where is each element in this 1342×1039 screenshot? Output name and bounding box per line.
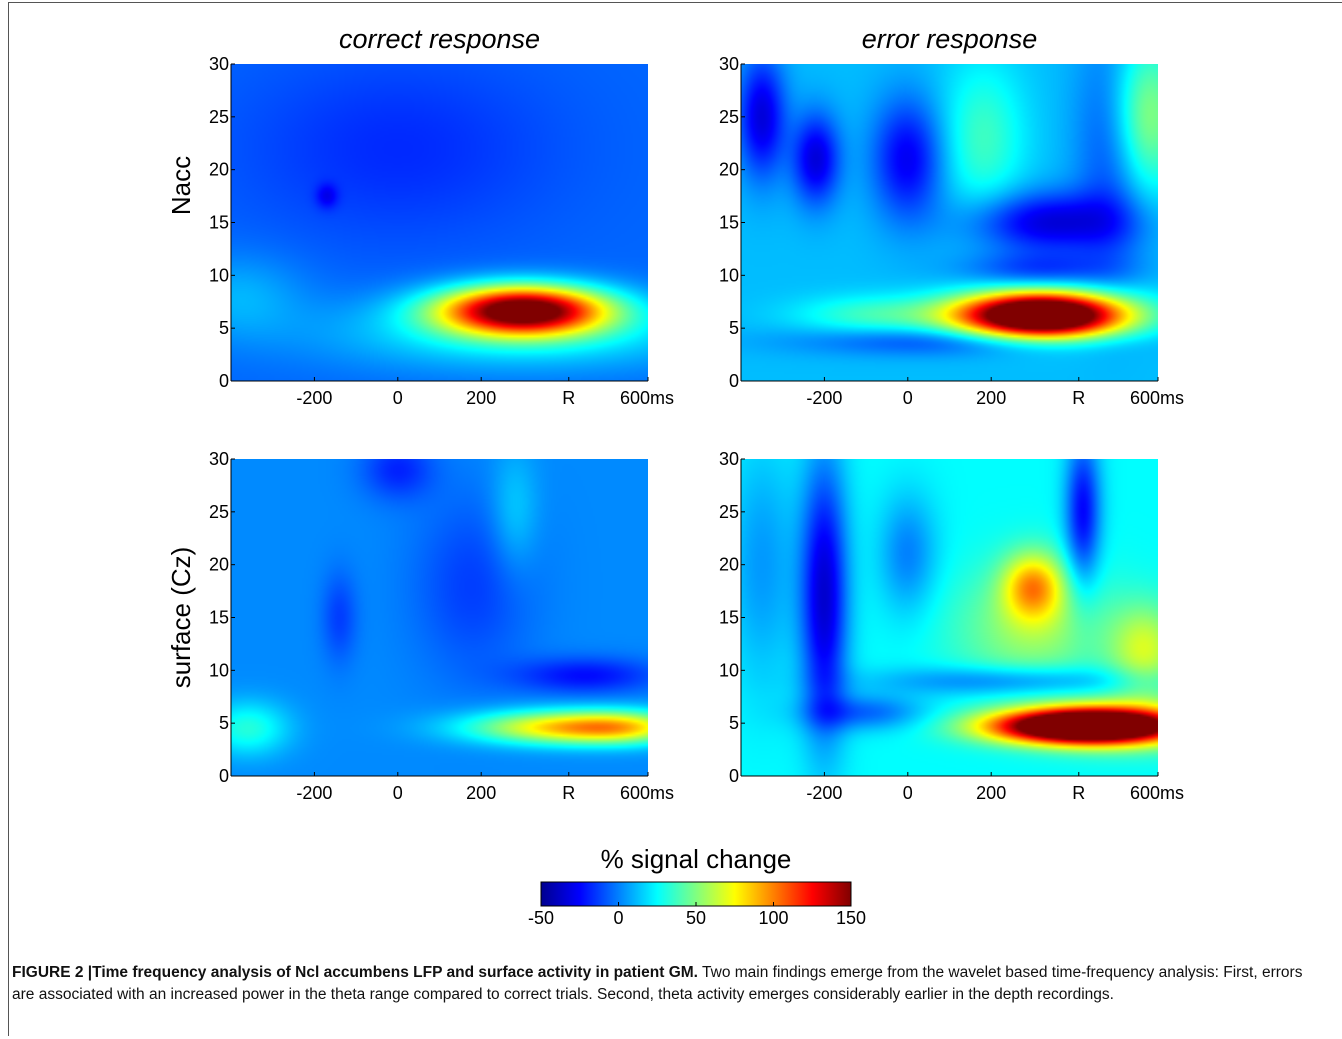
y-tick-label: 15 [209,213,229,233]
x-tick-label: 600ms [620,783,674,803]
caption-body: Two main findings emerge from the wavele… [12,964,1303,1003]
y-tick-label: 5 [219,713,229,733]
x-tick-label: 600ms [1130,783,1184,803]
colorbar-tick-label: 50 [686,908,706,928]
x-tick-label: 600ms [620,388,674,408]
y-tick-label: 0 [729,371,739,391]
caption-label: FIGURE 2 | [12,964,93,981]
y-tick-label: 0 [729,766,739,786]
y-tick-label: 5 [729,318,739,338]
x-tick-label: R [1072,388,1085,408]
y-tick-label: 10 [209,660,229,680]
y-tick-label: 20 [209,555,229,575]
colorbar-tick-label: -50 [528,908,554,928]
x-tick-label: R [562,388,575,408]
heatmap-image [741,64,1158,381]
x-tick-label: 200 [466,783,496,803]
colorbar: % signal change -50 0 50 100 150 [528,844,866,928]
y-tick-label: 25 [209,107,229,127]
y-tick-label: 15 [209,608,229,628]
x-tick-label: 200 [976,783,1006,803]
x-tick-label: -200 [806,783,842,803]
y-tick-label: 30 [719,54,739,74]
y-tick-label: 30 [719,449,739,469]
x-tick-label: -200 [296,388,332,408]
y-tick-label: 30 [209,54,229,74]
row-label: Nacc [166,156,196,215]
y-tick-label: 0 [219,766,229,786]
x-tick-label: -200 [806,388,842,408]
column-title: correct response [339,24,540,54]
y-tick-label: 0 [219,371,229,391]
y-tick-label: 5 [729,713,739,733]
heatmap-panel-0-1: 0 5 10 15 20 25 30 -200 0 200 R 600ms [719,54,1184,408]
y-tick-label: 15 [719,213,739,233]
y-tick-label: 20 [719,160,739,180]
colorbar-tick-label: 100 [758,908,788,928]
x-tick-label: 200 [976,388,1006,408]
heatmap-panel-1-1: 0 5 10 15 20 25 30 -200 0 200 R 600ms [719,449,1184,803]
colorbar-title: % signal change [601,844,792,874]
y-tick-label: 25 [209,502,229,522]
y-tick-label: 10 [719,265,739,285]
y-tick-label: 25 [719,107,739,127]
x-tick-label: 600ms [1130,388,1184,408]
figure-caption: FIGURE 2 |Time frequency analysis of Ncl… [12,962,1322,1006]
y-tick-label: 5 [219,318,229,338]
y-tick-label: 15 [719,608,739,628]
caption-title: Time frequency analysis of Ncl accumbens… [92,964,698,981]
x-tick-label: 0 [393,783,403,803]
y-tick-label: 10 [209,265,229,285]
y-tick-label: 10 [719,660,739,680]
colorbar-tick-label: 150 [836,908,866,928]
heatmap-image [741,459,1158,776]
y-tick-label: 20 [209,160,229,180]
heatmap-image [231,64,648,381]
heatmap-panel-1-0: 0 5 10 15 20 25 30 -200 0 200 R 600ms [209,449,674,803]
x-tick-label: 0 [903,388,913,408]
x-tick-label: 0 [903,783,913,803]
labels-layer: correct response error response Nacc surfac… [166,24,1037,688]
x-tick-label: 0 [393,388,403,408]
colorbar-gradient [540,881,852,907]
x-tick-label: R [1072,783,1085,803]
x-tick-label: -200 [296,783,332,803]
column-title: error response [862,24,1038,54]
y-tick-label: 25 [719,502,739,522]
x-tick-label: R [562,783,575,803]
heatmap-panel-0-0: 0 5 10 15 20 25 30 -200 0 200 R 600ms [209,54,674,408]
y-tick-label: 30 [209,449,229,469]
figure-frame [8,2,1342,1036]
heatmap-image [231,459,648,776]
x-tick-label: 200 [466,388,496,408]
colorbar-tick-label: 0 [613,908,623,928]
row-label: surface (Cz) [166,547,196,689]
y-tick-label: 20 [719,555,739,575]
